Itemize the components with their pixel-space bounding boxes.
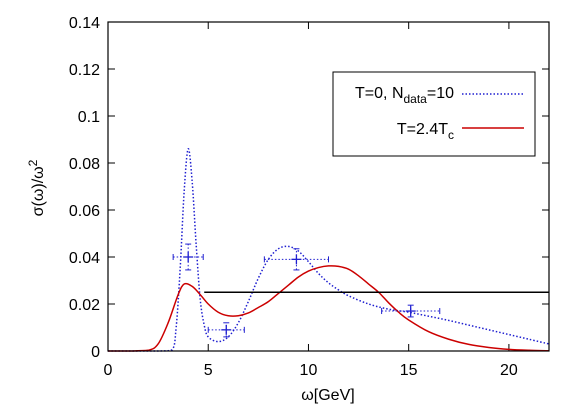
x-tick-label: 5 <box>204 362 213 379</box>
y-tick-label: 0.08 <box>69 156 100 173</box>
legend-label-t24-sub: c <box>448 128 454 142</box>
series-line-t24 <box>107 265 550 352</box>
legend-label-t0-sub: data <box>404 92 428 106</box>
y-axis-title: σ(ω)/ω2 <box>26 159 47 216</box>
legend: T=0, Ndata=10 T=2.4Tc <box>332 71 536 157</box>
y-axis-title-sup: 2 <box>26 159 40 166</box>
x-axis-title: ω[GeV] <box>301 387 354 404</box>
legend-label-t24: T=2.4Tc <box>397 121 454 142</box>
legend-label-t0: T=0, Ndata=10 <box>355 85 454 106</box>
y-tick-label: 0 <box>91 344 100 361</box>
y-tick-label: 0.1 <box>78 109 100 126</box>
y-tick-label: 0.04 <box>69 250 100 267</box>
x-tick-label: 20 <box>500 362 518 379</box>
y-tick-label: 0.12 <box>69 62 100 79</box>
y-tick-label: 0.02 <box>69 297 100 314</box>
y-tick-label: 0.14 <box>69 15 100 32</box>
legend-label-t24-main: T=2.4T <box>397 121 448 138</box>
plot-frame <box>107 21 550 352</box>
legend-box <box>332 71 536 157</box>
x-tick-label: 10 <box>300 362 318 379</box>
legend-label-t0-main: T=0, N <box>355 85 403 102</box>
series-line-t0 <box>107 148 550 352</box>
x-tick-label: 15 <box>400 362 418 379</box>
y-tick-label: 0.06 <box>69 203 100 220</box>
x-tick-label: 0 <box>104 362 113 379</box>
plot-layer: 0 5 10 15 20 0 0.02 0.04 0.06 0.08 0.1 0.12 0.14 <box>69 15 550 379</box>
legend-label-t0-rest: =10 <box>427 85 454 102</box>
y-axis-title-main: σ(ω)/ω <box>30 166 47 216</box>
